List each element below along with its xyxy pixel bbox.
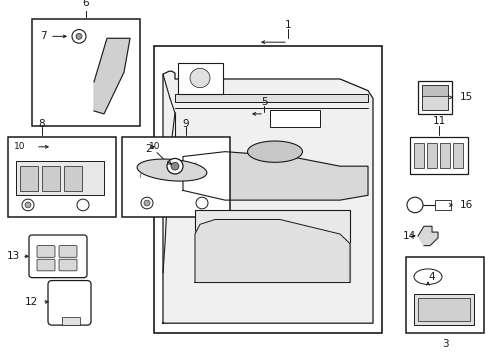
Bar: [405, 257, 483, 333]
Bar: [413, 143, 423, 168]
Bar: [269, 110, 319, 127]
Bar: [20, 166, 38, 192]
FancyBboxPatch shape: [59, 259, 77, 271]
Bar: [122, 137, 229, 217]
Text: 10: 10: [14, 142, 25, 151]
Text: 7: 7: [40, 31, 46, 41]
Polygon shape: [163, 71, 372, 323]
Bar: [439, 143, 449, 168]
FancyBboxPatch shape: [59, 246, 77, 257]
Bar: [42, 166, 60, 192]
Bar: [409, 137, 467, 174]
Circle shape: [72, 30, 86, 43]
Bar: [421, 85, 447, 96]
Circle shape: [25, 202, 31, 208]
Text: 11: 11: [431, 116, 445, 126]
Bar: [413, 294, 473, 325]
Text: 16: 16: [459, 200, 472, 210]
Text: 14: 14: [402, 231, 415, 241]
Circle shape: [76, 33, 82, 39]
Text: 9: 9: [183, 118, 189, 129]
Circle shape: [171, 162, 179, 170]
Text: 12: 12: [25, 297, 38, 307]
Bar: [32, 19, 140, 126]
Circle shape: [22, 199, 34, 211]
Polygon shape: [417, 226, 437, 246]
Bar: [8, 137, 116, 217]
Text: 15: 15: [459, 93, 472, 102]
Circle shape: [77, 199, 89, 211]
Bar: [426, 143, 436, 168]
Ellipse shape: [247, 141, 302, 162]
Text: 4: 4: [427, 272, 434, 282]
Bar: [417, 298, 469, 321]
Text: 10: 10: [148, 142, 160, 151]
FancyBboxPatch shape: [48, 280, 91, 325]
Circle shape: [141, 197, 153, 209]
Circle shape: [143, 200, 150, 206]
Text: 5: 5: [260, 97, 267, 107]
Circle shape: [196, 197, 207, 209]
Ellipse shape: [413, 269, 441, 284]
Bar: [195, 210, 349, 283]
Bar: [64, 166, 82, 192]
Polygon shape: [195, 220, 349, 283]
FancyBboxPatch shape: [37, 246, 55, 257]
Text: 2: 2: [145, 144, 152, 154]
Bar: [16, 161, 104, 195]
Bar: [178, 63, 223, 94]
Circle shape: [167, 158, 183, 174]
Ellipse shape: [137, 159, 206, 181]
Text: 1: 1: [284, 20, 291, 30]
Polygon shape: [94, 38, 130, 114]
Circle shape: [406, 197, 422, 213]
Text: 13: 13: [7, 251, 20, 261]
FancyBboxPatch shape: [29, 235, 87, 278]
Text: 8: 8: [39, 118, 45, 129]
Bar: [62, 318, 80, 325]
FancyBboxPatch shape: [37, 259, 55, 271]
Bar: [421, 85, 447, 110]
Bar: [417, 81, 451, 114]
Text: 6: 6: [82, 0, 89, 8]
Polygon shape: [183, 152, 367, 200]
Bar: [452, 143, 462, 168]
Bar: [175, 94, 367, 102]
Bar: [434, 200, 450, 210]
Circle shape: [190, 68, 209, 88]
Bar: [154, 46, 381, 333]
Text: 3: 3: [441, 339, 447, 350]
